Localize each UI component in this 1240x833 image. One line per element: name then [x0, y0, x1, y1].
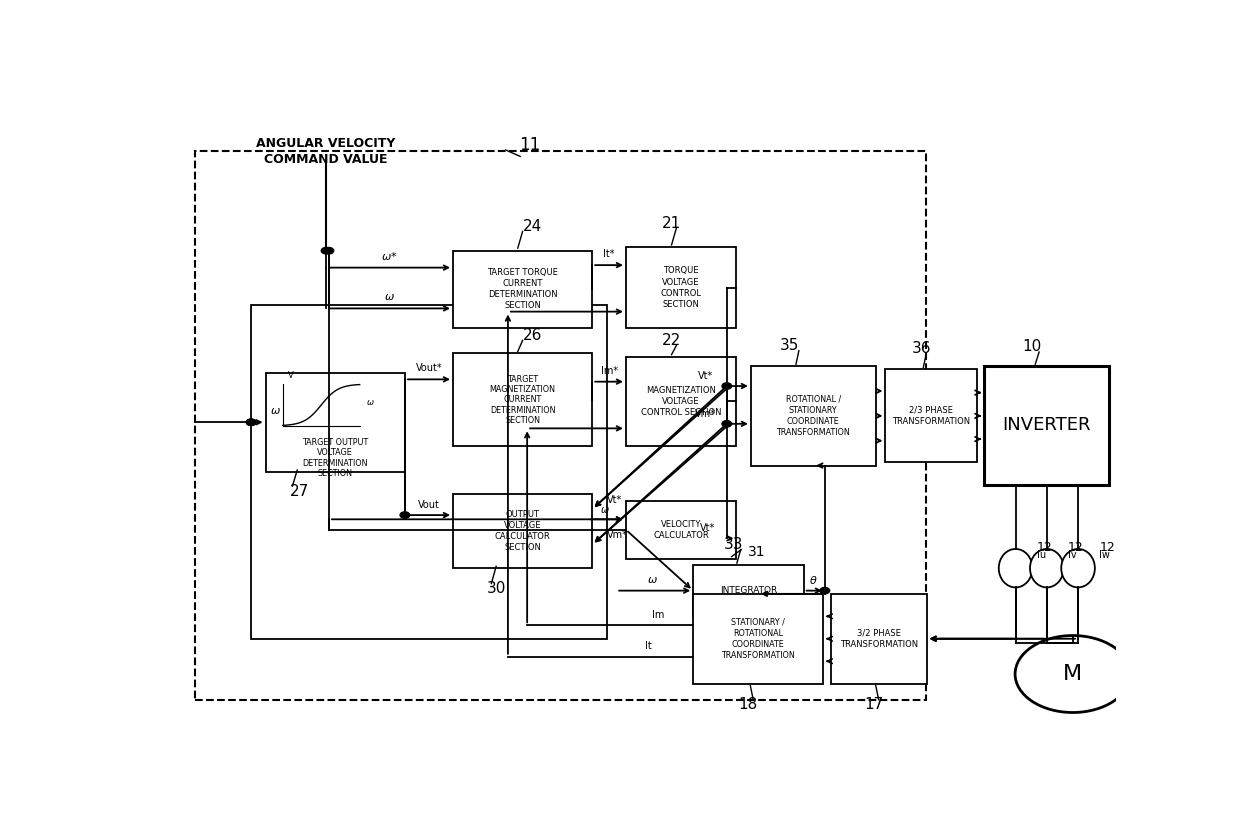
Text: OUTPUT
VOLTAGE
CALCULATOR
SECTION: OUTPUT VOLTAGE CALCULATOR SECTION [495, 510, 551, 552]
Text: 27: 27 [289, 484, 309, 499]
Text: Iw: Iw [1099, 551, 1110, 561]
Text: $\omega$: $\omega$ [367, 398, 374, 407]
Text: STATIONARY /
ROTATIONAL
COORDINATE
TRANSFORMATION: STATIONARY / ROTATIONAL COORDINATE TRANS… [722, 617, 795, 660]
FancyBboxPatch shape [751, 367, 875, 466]
Text: 10: 10 [1023, 339, 1042, 354]
Text: TORQUE
VOLTAGE
CONTROL
SECTION: TORQUE VOLTAGE CONTROL SECTION [661, 267, 702, 309]
Text: 18: 18 [739, 697, 758, 712]
FancyBboxPatch shape [626, 357, 737, 446]
Ellipse shape [1061, 549, 1095, 587]
Text: It: It [645, 641, 652, 651]
Text: 12: 12 [1037, 541, 1053, 554]
Text: 21: 21 [662, 216, 681, 231]
Text: INVERTER: INVERTER [1003, 416, 1091, 435]
Text: It*: It* [604, 248, 615, 258]
Text: VELOCITY
CALCULATOR: VELOCITY CALCULATOR [653, 520, 709, 540]
FancyBboxPatch shape [265, 372, 404, 472]
Text: 26: 26 [522, 328, 542, 343]
Text: MAGNETIZATION
VOLTAGE
CONTROL SECTION: MAGNETIZATION VOLTAGE CONTROL SECTION [641, 386, 722, 417]
FancyBboxPatch shape [885, 369, 977, 462]
Circle shape [722, 421, 732, 427]
Text: 31: 31 [748, 545, 765, 559]
Text: 30: 30 [486, 581, 506, 596]
Text: Vout: Vout [418, 501, 440, 511]
Text: 17: 17 [864, 697, 883, 712]
FancyBboxPatch shape [453, 353, 593, 446]
Text: Vt*: Vt* [698, 372, 713, 382]
Circle shape [247, 419, 255, 426]
Circle shape [1016, 636, 1131, 712]
FancyBboxPatch shape [453, 251, 593, 327]
FancyBboxPatch shape [831, 594, 926, 684]
Text: $\omega$*: $\omega$* [381, 250, 398, 262]
Text: V: V [288, 372, 294, 380]
Text: 2/3 PHASE
TRANSFORMATION: 2/3 PHASE TRANSFORMATION [892, 406, 970, 426]
Text: M: M [1063, 664, 1083, 684]
FancyBboxPatch shape [453, 495, 593, 568]
Text: 33: 33 [724, 537, 744, 552]
Text: Vt*: Vt* [606, 495, 622, 505]
Text: $\omega$: $\omega$ [600, 505, 610, 515]
Text: ANGULAR VELOCITY
COMMAND VALUE: ANGULAR VELOCITY COMMAND VALUE [257, 137, 396, 166]
FancyBboxPatch shape [626, 501, 737, 559]
Text: 12: 12 [1068, 541, 1084, 554]
Text: TARGET
MAGNETIZATION
CURRENT
DETERMINATION
SECTION: TARGET MAGNETIZATION CURRENT DETERMINATI… [490, 375, 556, 425]
Text: 36: 36 [911, 342, 931, 357]
Ellipse shape [1030, 549, 1064, 587]
Text: $\omega$: $\omega$ [647, 576, 658, 586]
Text: Im: Im [652, 610, 665, 620]
FancyBboxPatch shape [693, 594, 823, 684]
Text: Vt*: Vt* [699, 523, 715, 533]
Text: 11: 11 [520, 136, 541, 154]
Text: Im*: Im* [600, 367, 618, 377]
Ellipse shape [998, 549, 1033, 587]
Text: $\omega$: $\omega$ [270, 406, 280, 416]
Text: 22: 22 [662, 333, 681, 348]
Text: TARGET TORQUE
CURRENT
DETERMINATION
SECTION: TARGET TORQUE CURRENT DETERMINATION SECT… [487, 268, 558, 311]
FancyBboxPatch shape [693, 565, 804, 616]
Text: 3/2 PHASE
TRANSFORMATION: 3/2 PHASE TRANSFORMATION [839, 629, 918, 649]
Text: $\omega$: $\omega$ [384, 292, 394, 302]
Circle shape [722, 383, 732, 389]
Text: Vm*: Vm* [606, 530, 627, 540]
Circle shape [247, 419, 255, 426]
Circle shape [401, 511, 409, 518]
Text: Vm*: Vm* [696, 409, 715, 419]
Circle shape [324, 247, 334, 254]
Text: 12: 12 [1099, 541, 1115, 554]
Circle shape [820, 587, 830, 594]
Text: Vout*: Vout* [415, 363, 443, 373]
FancyBboxPatch shape [626, 247, 737, 327]
FancyBboxPatch shape [985, 367, 1110, 485]
Text: 35: 35 [780, 338, 799, 353]
Circle shape [321, 247, 331, 254]
Text: ROTATIONAL /
STATIONARY
COORDINATE
TRANSFORMATION: ROTATIONAL / STATIONARY COORDINATE TRANS… [776, 395, 851, 437]
Text: TARGET OUTPUT
VOLTAGE
DETERMINATION
SECTION: TARGET OUTPUT VOLTAGE DETERMINATION SECT… [303, 438, 368, 478]
Text: Iv: Iv [1068, 551, 1076, 561]
Text: 24: 24 [522, 219, 542, 234]
Text: INTEGRATOR: INTEGRATOR [719, 586, 777, 595]
Text: $\theta$: $\theta$ [808, 575, 817, 586]
Text: Iu: Iu [1037, 551, 1045, 561]
